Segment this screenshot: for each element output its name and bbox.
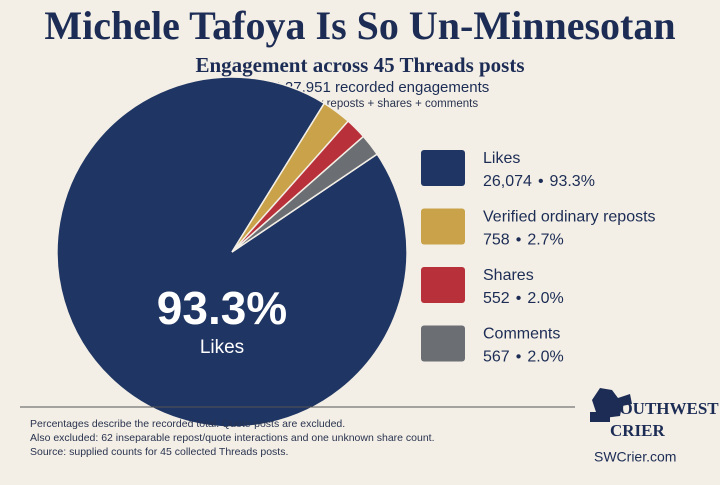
legend-value: 552 • 2.0% [483,290,564,307]
legend-percent: 2.0% [527,290,563,307]
pie-percent-label: 93.3% [157,282,287,334]
legend-count: 26,074 [483,173,532,190]
legend-swatch [421,208,465,245]
legend-percent: 2.0% [527,349,563,366]
legend-percent: 2.7% [527,232,563,249]
legend-percent: 93.3% [550,173,595,190]
separator: • [516,232,522,249]
pie [56,76,408,428]
legend-label: Comments [483,326,560,343]
legend-count: 758 [483,232,510,249]
legend-swatch [421,267,465,303]
legend-value: 26,074 • 93.3% [483,173,595,190]
brand-line: CRIER [610,421,666,440]
pie-category-label: Likes [200,337,244,358]
legend-value: 758 • 2.7% [483,232,564,249]
brand-line: SOUTHWEST [610,399,719,418]
legend-label: Verified ordinary reposts [483,209,656,226]
separator: • [516,290,522,307]
legend: Likes 26,074 • 93.3% Verified ordinary repos… [421,150,656,366]
note: Percentages describe the recorded total.… [30,418,345,430]
subtitle: Engagement across 45 Threads posts [195,53,524,77]
pie-slice [231,135,379,253]
separator: • [516,349,522,366]
brand-url: SWCrier.com [594,449,676,465]
title: Michele Tafoya Is So Un-Minnesotan [44,3,675,48]
legend-label: Likes [483,150,520,167]
note: Also excluded: 62 inseparable repost/quo… [30,432,435,444]
legend-count: 552 [483,290,510,307]
legend-label: Shares [483,267,534,284]
legend-swatch [421,150,465,186]
legend-swatch [421,325,465,362]
legend-value: 567 • 2.0% [483,349,564,366]
separator: • [538,173,544,190]
logo-icon [590,388,632,422]
legend-count: 567 [483,349,510,366]
note: Source: supplied counts for 45 collected… [30,446,288,458]
